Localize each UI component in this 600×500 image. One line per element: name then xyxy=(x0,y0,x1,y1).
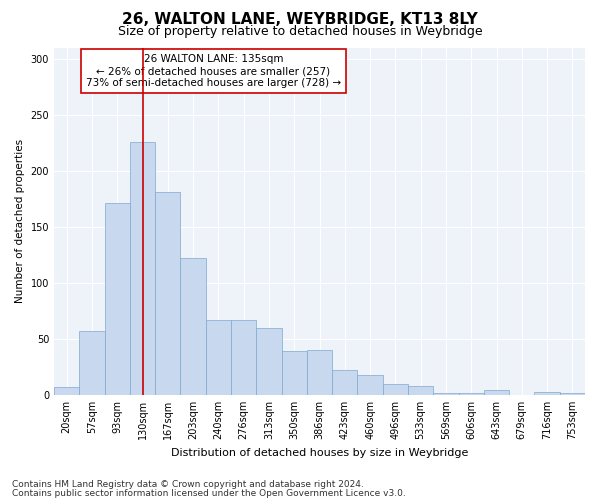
Bar xyxy=(181,258,206,395)
Bar xyxy=(155,192,181,395)
Bar xyxy=(433,392,458,395)
Y-axis label: Number of detached properties: Number of detached properties xyxy=(15,139,25,304)
Text: 26, WALTON LANE, WEYBRIDGE, KT13 8LY: 26, WALTON LANE, WEYBRIDGE, KT13 8LY xyxy=(122,12,478,28)
Bar xyxy=(307,350,332,395)
Text: Size of property relative to detached houses in Weybridge: Size of property relative to detached ho… xyxy=(118,25,482,38)
Bar xyxy=(332,370,358,395)
Bar xyxy=(130,142,155,395)
Bar xyxy=(231,320,256,395)
Text: 26 WALTON LANE: 135sqm
← 26% of detached houses are smaller (257)
73% of semi-de: 26 WALTON LANE: 135sqm ← 26% of detached… xyxy=(86,54,341,88)
Bar xyxy=(79,331,104,395)
X-axis label: Distribution of detached houses by size in Weybridge: Distribution of detached houses by size … xyxy=(171,448,468,458)
Bar xyxy=(383,384,408,395)
Bar xyxy=(408,386,433,395)
Text: Contains public sector information licensed under the Open Government Licence v3: Contains public sector information licen… xyxy=(12,489,406,498)
Bar xyxy=(358,375,383,395)
Bar xyxy=(104,204,130,395)
Bar xyxy=(484,390,509,395)
Bar xyxy=(458,392,484,395)
Bar xyxy=(560,392,585,395)
Bar xyxy=(256,328,281,395)
Bar xyxy=(206,320,231,395)
Bar xyxy=(54,387,79,395)
Bar xyxy=(281,351,307,395)
Bar xyxy=(535,392,560,395)
Text: Contains HM Land Registry data © Crown copyright and database right 2024.: Contains HM Land Registry data © Crown c… xyxy=(12,480,364,489)
